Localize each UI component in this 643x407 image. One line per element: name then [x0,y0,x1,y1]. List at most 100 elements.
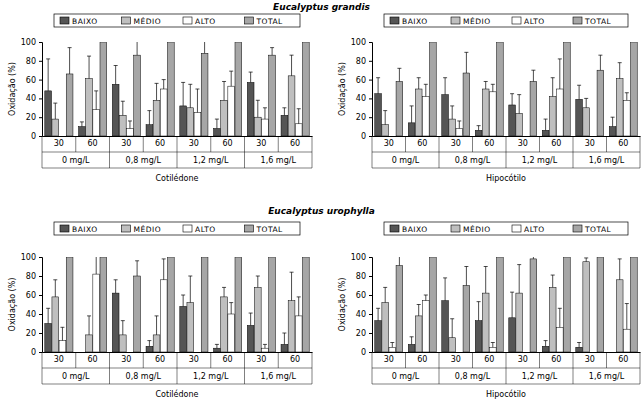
legend-swatch [183,225,192,232]
error-line [519,265,520,294]
title: Eucalyptus grandis [273,2,370,12]
error-line [533,70,534,81]
figure: Eucalyptus grandisBAIXOMÉDIOALTOTOTAL020… [0,0,643,407]
error-line [452,319,453,338]
error-bar [290,272,294,301]
error-cap [256,100,260,101]
group-label: 0 mg/L [62,156,90,165]
bar [201,257,208,352]
group-label: 0 mg/L [62,372,90,381]
y-tick-label: 0 [361,132,366,141]
error-bar [282,333,286,344]
error-bar [135,261,139,276]
y-tick-mark [39,136,42,137]
y-axis-title: Oxidação (%) [338,278,347,332]
legend-swatch [451,225,460,232]
error-bar [491,343,495,348]
y-tick-mark [39,98,42,99]
table-line [372,168,640,169]
y-axis-line [39,43,43,137]
error-line [459,121,460,129]
error-cap [551,77,555,78]
x-tick: 60 [88,139,98,148]
error-bar [263,108,267,119]
x-tick-label: 60 [484,355,494,364]
x-tick-label: 30 [518,139,528,148]
table-line [75,352,76,368]
bar [516,293,523,352]
x-tick: 30 [189,139,199,148]
bar [235,42,242,136]
error-bar [410,106,414,123]
error-cap [121,320,125,321]
table-line [42,384,312,385]
error-cap [181,82,185,83]
bar [228,86,235,136]
x-tick: 30 [585,139,595,148]
error-line [183,295,184,306]
y-axis-line [369,258,373,353]
x-tick: 30 [585,355,595,364]
bar [482,89,489,136]
bar [442,95,449,136]
y-tick-mark [39,61,42,62]
legend-swatch [60,17,69,24]
bar [442,301,449,352]
error-bar [598,55,602,70]
chart: BAIXOMÉDIOALTOTOTAL020406080100306030603… [338,14,641,183]
error-bar [222,81,226,100]
x-axis-title: Hipocótilo [486,389,526,399]
bar [153,335,160,352]
error-cap [484,266,488,267]
error-cap [290,55,294,56]
error-line [156,316,157,335]
bar [214,128,221,136]
axis-table [372,352,640,384]
error-bar [249,313,253,325]
error-bar [135,42,139,55]
group-label: 1,6 mg/L [261,156,297,165]
error-line [298,297,299,316]
error-line [291,55,292,76]
bar [52,297,59,352]
x-tick-label: 30 [256,355,266,364]
error-bar [155,83,159,100]
legend-label: ALTO [524,17,545,26]
legend-label: TOTAL [584,225,612,234]
error-cap [491,84,495,85]
bar [549,287,556,352]
error-line [411,106,412,123]
error-cap [584,257,588,258]
legend-label: TOTAL [256,17,284,26]
error-cap [544,340,548,341]
bar [576,347,583,352]
table-line [405,136,406,152]
legend: BAIXOMÉDIOALTOTOTAL [54,14,300,27]
error-bar [577,85,581,99]
x-axis-line [43,136,313,137]
legend-label: BAIXO [402,225,428,234]
bar [375,94,382,136]
error-line [492,84,493,92]
bar [382,303,389,352]
bar [288,76,295,136]
x-tick-label: 60 [223,139,233,148]
y-tick: 80 [26,272,42,281]
bar [449,338,456,352]
table-line [42,152,312,153]
error-bar [464,267,468,286]
error-bar [290,55,294,76]
bar [134,55,141,136]
x-tick: 60 [155,355,165,364]
legend-swatch [122,17,131,24]
table-line [405,352,406,368]
bar [564,257,571,352]
error-line [626,304,627,330]
x-tick: 30 [518,355,528,364]
error-line [62,327,63,340]
error-bar [443,78,447,95]
bar [609,127,616,136]
error-line [425,295,426,301]
error-bar [491,84,495,92]
group-label: 0,8 mg/L [126,372,162,381]
